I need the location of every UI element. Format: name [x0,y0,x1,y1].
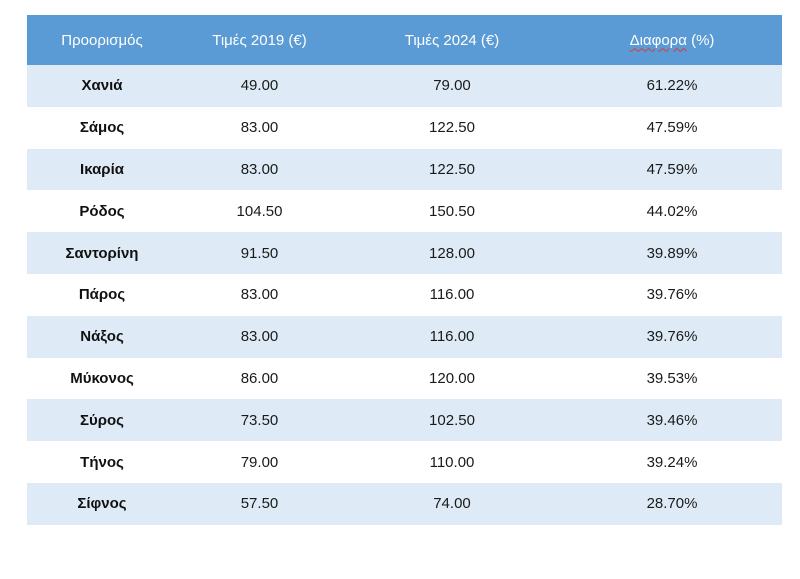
cell-price-2024: 74.00 [433,495,471,513]
cell-destination: Πάρος [78,286,126,304]
cell-price-2024: 150.50 [429,202,475,220]
cell-difference: 39.46% [646,411,698,429]
cell-destination: Σάμος [79,119,125,137]
cell-difference: 39.76% [646,286,698,304]
cell-price-2024: 122.50 [429,119,475,137]
table-row: Ικαρία 83.00 122.50 47.59% [27,148,782,191]
cell-difference: 39.89% [646,244,698,262]
price-table: Προορισμός Τιμές 2019 (€) Τιμές 2024 (€)… [27,15,782,525]
cell-destination: Σαντορίνη [65,244,139,262]
header-prices-2024: Τιμές 2024 (€) [404,31,500,49]
cell-difference: 39.24% [646,453,698,471]
cell-price-2019: 86.00 [240,369,279,387]
table-row: Νάξος 83.00 116.00 39.76% [27,315,782,358]
cell-difference: 39.76% [646,328,698,346]
cell-price-2024: 128.00 [429,244,475,262]
table-row: Σίφνος 57.50 74.00 28.70% [27,482,782,525]
header-destination: Προορισμός [61,31,143,49]
cell-difference: 47.59% [646,119,698,137]
cell-destination: Χανιά [81,77,123,95]
table-row: Σαντορίνη 91.50 128.00 39.89% [27,232,782,274]
header-prices-2019: Τιμές 2019 (€) [212,31,307,49]
header-difference-suffix: (%) [686,31,715,49]
cell-price-2019: 104.50 [236,202,283,220]
cell-price-2024: 116.00 [429,286,475,304]
cell-destination: Σύρος [80,411,124,429]
table-row: Χανιά 49.00 79.00 61.22% [27,65,782,107]
header-difference-word: Διαφορα [629,31,687,49]
cell-price-2024: 102.50 [429,411,475,429]
cell-difference: 28.70% [646,495,698,513]
cell-destination: Τήνος [80,453,124,471]
cell-price-2019: 83.00 [240,119,279,137]
cell-price-2019: 91.50 [240,244,279,262]
cell-price-2019: 79.00 [240,453,279,471]
cell-price-2024: 116.00 [429,328,475,346]
cell-price-2019: 83.00 [240,286,279,304]
cell-price-2024: 120.00 [429,369,475,387]
table-body: Χανιά 49.00 79.00 61.22% Σάμος 83.00 122.50 47.… [27,65,782,525]
table-row: Σύρος 73.50 102.50 39.46% [27,399,782,442]
table-row: Πάρος 83.00 116.00 39.76% [27,273,782,316]
cell-difference: 47.59% [646,160,698,178]
cell-destination: Νάξος [80,328,124,346]
cell-price-2019: 83.00 [240,328,279,346]
cell-price-2019: 83.00 [240,160,279,178]
cell-price-2024: 79.00 [433,77,471,95]
table-header-row: Προορισμός Τιμές 2019 (€) Τιμές 2024 (€)… [27,15,782,65]
cell-price-2019: 73.50 [240,411,279,429]
cell-destination: Ικαρία [80,160,124,178]
cell-price-2024: 122.50 [429,160,475,178]
cell-difference: 39.53% [646,369,698,387]
cell-difference: 61.22% [646,77,698,95]
cell-difference: 44.02% [646,202,698,220]
table-row: Σάμος 83.00 122.50 47.59% [27,106,782,149]
header-difference: Διαφορα (%) [562,15,782,65]
cell-destination: Ρόδος [79,202,125,220]
table-row: Τήνος 79.00 110.00 39.24% [27,441,782,483]
price-table-container: Προορισμός Τιμές 2019 (€) Τιμές 2024 (€)… [27,15,782,525]
cell-destination: Σίφνος [77,495,127,513]
table-row: Ρόδος 104.50 150.50 44.02% [27,190,782,233]
cell-price-2019: 57.50 [240,495,279,513]
cell-price-2024: 110.00 [429,453,475,471]
cell-destination: Μύκονος [70,369,134,387]
cell-price-2019: 49.00 [240,77,279,95]
table-row: Μύκονος 86.00 120.00 39.53% [27,357,782,400]
